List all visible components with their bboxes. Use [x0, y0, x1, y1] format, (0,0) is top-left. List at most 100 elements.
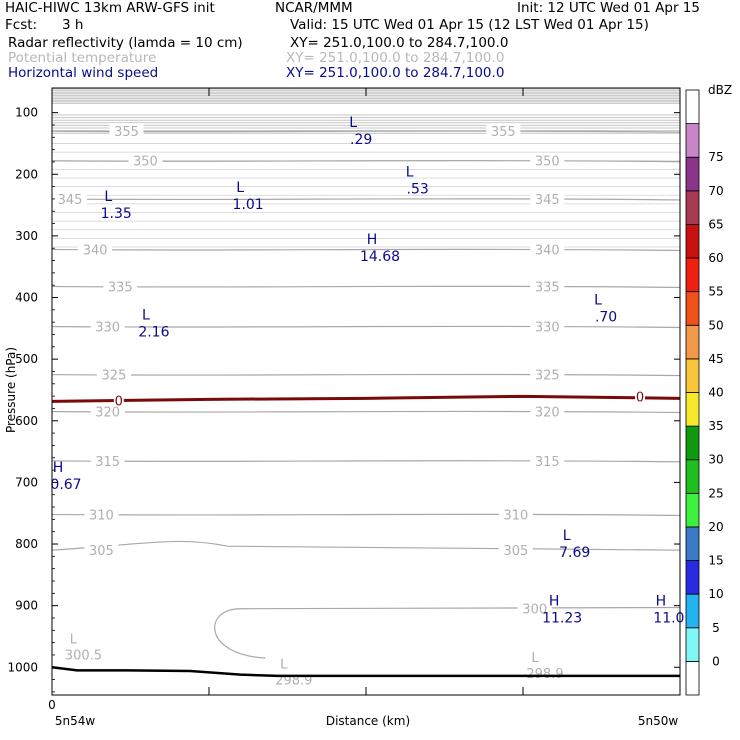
- field-theta-xy: XY= 251.0,100.0 to 284.7,100.0: [286, 50, 505, 66]
- init-time: Init: 12 UTC Wed 01 Apr 15: [517, 0, 700, 16]
- theta-contour-line: [51, 373, 681, 377]
- theta-contour-label: 355: [491, 125, 516, 140]
- colorbar-swatch: [685, 526, 700, 561]
- wind-extremum-marker: L: [236, 180, 244, 196]
- theta-label-bg: [103, 278, 138, 294]
- theta-label-bg: [486, 123, 521, 139]
- theta-label-bg: [530, 190, 565, 206]
- theta-contour-label: 355: [114, 125, 139, 140]
- colorbar-tick-label: 10: [708, 587, 723, 601]
- colorbar-swatch: [685, 392, 700, 427]
- colorbar-swatch: [685, 560, 700, 595]
- wind-extremum-marker: H: [367, 232, 378, 248]
- wind-extremum-value: .29: [350, 132, 372, 148]
- theta-contour-label: 330: [535, 320, 560, 335]
- theta-label-bg: [84, 542, 119, 558]
- theta-label-bg: [498, 542, 533, 558]
- colorbar-unit: dBZ: [708, 83, 732, 97]
- wind-extremum-marker: L: [594, 293, 602, 309]
- colorbar-swatch: [685, 593, 700, 629]
- colorbar-swatch: [685, 324, 700, 360]
- theta-label-bg: [90, 452, 125, 468]
- wind-extremum-marker: L: [349, 115, 357, 131]
- theta-label-bg: [530, 278, 565, 294]
- theta-label-bg: [517, 600, 552, 616]
- reflectivity-label-bg: [113, 396, 124, 407]
- colorbar-swatch: [685, 224, 700, 259]
- theta-contour-label: 335: [108, 280, 133, 295]
- theta-contour-label: 335: [535, 280, 560, 295]
- forecast-hours: 3 h: [62, 17, 84, 33]
- theta-contour-label: 345: [535, 193, 560, 208]
- model-title: HAIC-HIWC 13km ARW-GFS init: [5, 0, 215, 16]
- y-tick-label: 100: [15, 106, 38, 120]
- center-name: NCAR/MMM: [275, 0, 353, 16]
- field-wind-xy: XY= 251.0,100.0 to 284.7,100.0: [286, 65, 505, 81]
- wind-extremum-value: 1.01: [233, 197, 264, 213]
- colorbar-tick-label: 35: [708, 419, 723, 433]
- theta-label-bg: [530, 452, 565, 468]
- wind-extremum-marker: L: [563, 528, 571, 544]
- theta-contour-line: [51, 325, 681, 329]
- theta-label-bg: [53, 190, 87, 206]
- wind-extremum-value: .70: [595, 310, 617, 326]
- colorbar-swatch: [685, 190, 700, 225]
- y-tick-label: 500: [15, 352, 38, 366]
- colorbar-tick-label: 5: [712, 621, 720, 635]
- theta-contour-label: 305: [503, 544, 528, 559]
- colorbar-swatch: [685, 492, 700, 528]
- colorbar-tick-label: 20: [708, 520, 723, 534]
- colorbar-swatch: [685, 660, 700, 696]
- field-theta-name: Potential temperature: [8, 50, 157, 66]
- wind-extremum-value: 0.67: [50, 477, 81, 493]
- y-tick-label: 200: [15, 167, 38, 181]
- theta-label-bg: [90, 403, 125, 419]
- plot-frame: [51, 87, 681, 696]
- wind-extremum-marker: L: [142, 307, 150, 323]
- wind-extremum-value: 14.68: [360, 249, 400, 265]
- colorbar-tick-label: 65: [708, 217, 723, 231]
- colorbar-tick-label: 55: [708, 285, 723, 299]
- theta-contour-label: 340: [535, 243, 560, 258]
- colorbar-tick-label: 40: [708, 386, 723, 400]
- colorbar-swatch: [685, 358, 700, 393]
- theta-label-bg: [78, 241, 113, 257]
- colorbar-tick-label: 75: [708, 150, 723, 164]
- theta-contour-label: 325: [102, 369, 127, 384]
- y-tick-label: 1000: [7, 660, 38, 674]
- theta-contour-line: [214, 606, 681, 659]
- theta-contour-label: 325: [535, 369, 560, 384]
- theta-label-bg: [498, 506, 533, 522]
- theta-contour-line: [51, 248, 681, 252]
- y-tick-label: 700: [15, 475, 38, 489]
- wind-extremum-value: 7.69: [559, 545, 590, 561]
- colorbar-tick-label: 50: [708, 318, 723, 332]
- reflectivity-label-bg: [635, 392, 646, 403]
- theta-contour-label: 345: [58, 193, 83, 208]
- y-tick-label: 600: [15, 414, 38, 428]
- colorbar-tick-label: 0: [712, 654, 720, 668]
- y-axis-title: Pressure (hPa): [4, 347, 18, 433]
- colorbar-swatch: [685, 156, 700, 192]
- wind-extremum-value: 1.35: [101, 206, 132, 222]
- wind-extremum-marker: H: [549, 593, 560, 609]
- colorbar-swatch: [685, 89, 700, 125]
- theta-label-bg: [109, 123, 144, 139]
- theta-label-bg: [530, 403, 565, 419]
- colorbar-tick-label: 30: [708, 453, 723, 467]
- colorbar-swatch: [685, 123, 700, 158]
- theta-contour-label: 300: [522, 603, 547, 618]
- theta-contour-line: [51, 513, 681, 517]
- wind-extremum-marker: H: [53, 460, 64, 476]
- theta-contour-label: 350: [535, 155, 560, 170]
- theta-extremum-value: 300.5: [65, 649, 102, 664]
- x-origin-label: 0: [48, 698, 56, 712]
- field-wind-name: Horizontal wind speed: [8, 65, 159, 81]
- colorbar-swatch: [685, 425, 700, 461]
- x-axis-title: Distance (km): [326, 714, 410, 728]
- theta-contour-label: 320: [95, 406, 120, 421]
- theta-contour-label: 305: [89, 544, 114, 559]
- theta-contour-label: 350: [133, 155, 158, 170]
- theta-contour-line: [51, 410, 681, 414]
- reflectivity-contour-label: 0: [115, 394, 123, 409]
